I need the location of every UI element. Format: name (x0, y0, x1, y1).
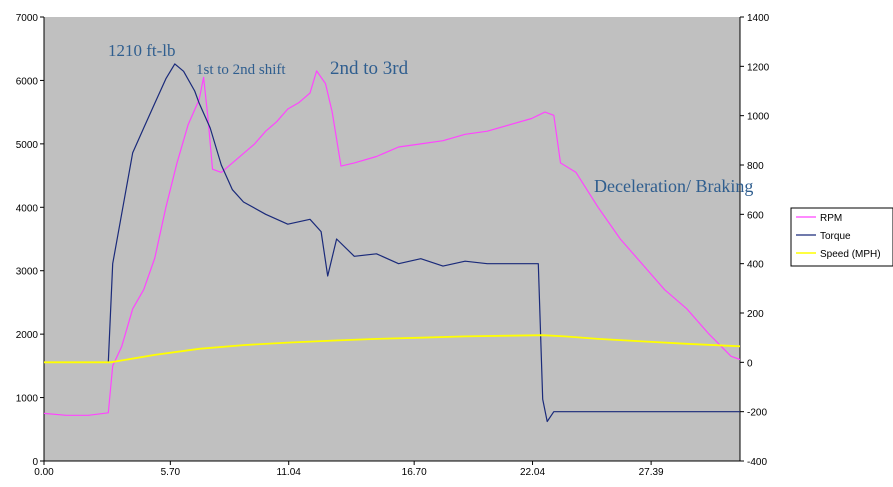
right-tick-label: -400 (747, 457, 767, 468)
right-y-axis: -400 -200 0 200 400 600 800 1000 1200 1400 (739, 13, 770, 468)
left-tick-label: 2000 (16, 330, 39, 341)
right-tick-label: 600 (747, 210, 764, 221)
right-tick-label: 0 (747, 358, 753, 369)
right-tick-label: 400 (747, 260, 764, 271)
legend-label-rpm: RPM (820, 213, 842, 224)
right-tick-label: 1400 (747, 13, 770, 24)
annotation-second-shift: 2nd to 3rd (330, 58, 409, 79)
left-y-axis: 0 1000 2000 3000 4000 5000 6000 7000 (16, 13, 45, 468)
legend: RPM Torque Speed (MPH) (790, 207, 893, 267)
annotation-braking: Deceleration/ Braking (594, 176, 753, 196)
left-tick-label: 3000 (16, 267, 39, 278)
plot-area (44, 17, 740, 461)
series-layer (43, 63, 741, 423)
x-axis: 0.00 5.70 11.04 16.70 22.04 27.39 (34, 460, 740, 478)
right-tick-label: 800 (747, 161, 764, 172)
series-line-torque (44, 63, 740, 423)
left-tick-label: 1000 (16, 394, 39, 405)
left-tick-label: 6000 (16, 76, 39, 87)
x-tick-label: 22.04 (520, 467, 545, 478)
x-tick-label: 27.39 (639, 467, 664, 478)
series-line-speed-mph (44, 334, 741, 364)
annotation-peak-torque: 1210 ft-lb (108, 41, 176, 60)
x-tick-label: 0.00 (34, 467, 54, 478)
legend-label-speed: Speed (MPH) (820, 249, 881, 260)
right-tick-label: 1000 (747, 112, 770, 123)
x-tick-label: 11.04 (277, 467, 302, 478)
right-tick-label: -200 (747, 408, 767, 419)
right-tick-label: 200 (747, 309, 764, 320)
left-tick-label: 4000 (16, 203, 39, 214)
x-tick-label: 5.70 (161, 467, 181, 478)
annotation-first-shift: 1st to 2nd shift (196, 62, 286, 78)
legend-label-torque: Torque (820, 231, 851, 242)
series-line-rpm (43, 70, 741, 416)
left-tick-label: 0 (32, 457, 38, 468)
left-tick-label: 5000 (16, 140, 39, 151)
left-tick-label: 7000 (16, 13, 39, 24)
x-tick-label: 16.70 (402, 467, 427, 478)
right-tick-label: 1200 (747, 62, 770, 73)
legend-box (790, 207, 893, 267)
